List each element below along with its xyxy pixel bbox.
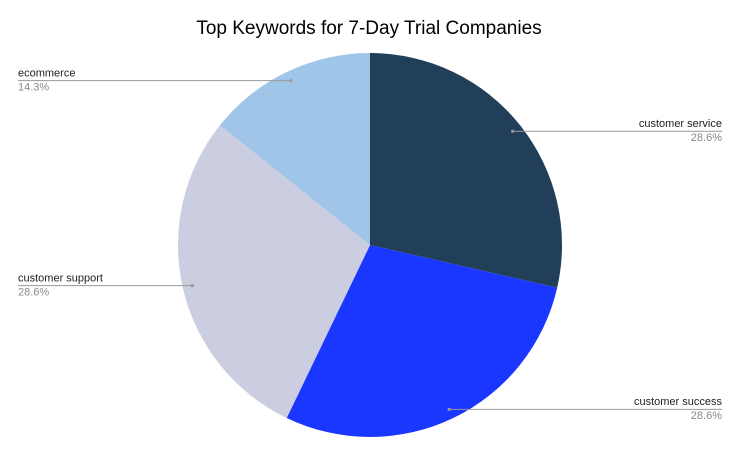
slice-value-label: 28.6% <box>691 410 722 422</box>
slice-label: customer service <box>639 118 722 130</box>
leader-dot <box>447 407 451 411</box>
pie-slice <box>178 125 370 418</box>
pie-slice <box>370 53 562 288</box>
slice-label: customer success <box>634 396 723 408</box>
slice-value-label: 28.6% <box>18 286 49 298</box>
slice-label: customer support <box>18 272 103 284</box>
slice-value-label: 14.3% <box>18 82 49 94</box>
slice-value-label: 28.6% <box>691 132 722 144</box>
pie-slice <box>286 245 558 437</box>
leader-dot <box>511 129 515 133</box>
slice-label: ecommerce <box>18 68 75 80</box>
pie-slice <box>219 53 370 245</box>
chart-title: Top Keywords for 7-Day Trial Companies <box>196 18 541 39</box>
leader-dot <box>190 283 194 288</box>
leader-dot <box>289 79 293 83</box>
